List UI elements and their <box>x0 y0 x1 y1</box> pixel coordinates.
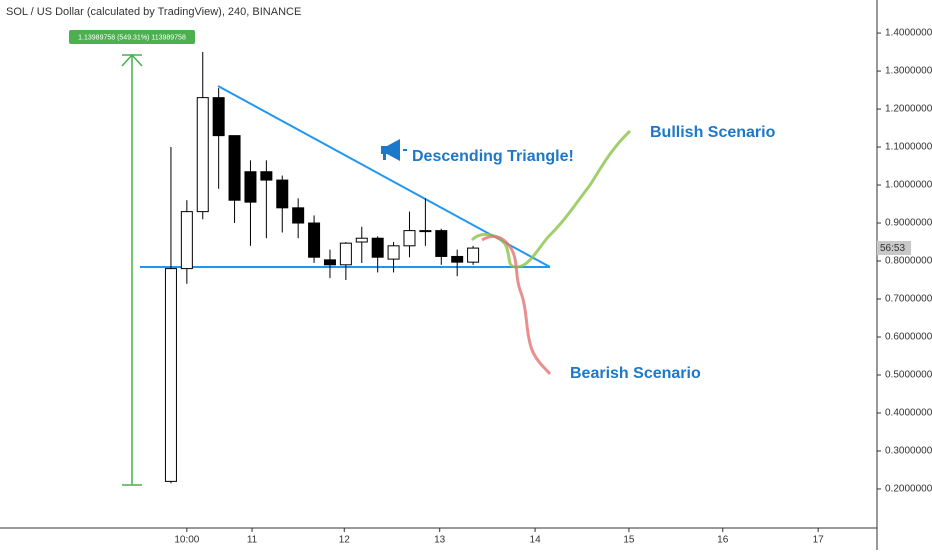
annotation: Descending Triangle! <box>412 148 574 165</box>
candle-body <box>339 242 352 266</box>
measure-tool <box>69 30 195 486</box>
candle-body <box>212 97 225 137</box>
bearish-path <box>481 234 552 375</box>
candle-body <box>371 237 384 258</box>
megaphone-icon <box>381 139 407 161</box>
candle-body <box>467 247 480 263</box>
candle-body <box>355 237 368 243</box>
x-tick-label: 13 <box>434 535 446 546</box>
x-tick-label: 15 <box>623 535 635 546</box>
candle-body <box>228 135 241 201</box>
x-tick-label: 17 <box>813 535 825 546</box>
x-tick-label: 10:00 <box>174 535 199 546</box>
x-tick-label: 12 <box>339 535 351 546</box>
candle-body <box>244 171 257 203</box>
candle-body <box>308 222 321 258</box>
x-tick-label: 11 <box>247 535 258 546</box>
y-tick-label: 1.10000000 <box>885 142 932 153</box>
candle-body <box>419 230 432 233</box>
price-tag-box <box>877 241 911 255</box>
annotation: Bullish Scenario <box>650 124 776 141</box>
bullish-path <box>470 129 632 269</box>
annotation: Bearish Scenario <box>570 365 701 382</box>
candle-body <box>164 268 177 482</box>
candle-body <box>180 211 193 270</box>
candle-body <box>435 230 448 257</box>
measure-label: 1.13989758 (549.31%) 113989758 <box>78 34 186 41</box>
candle-body <box>451 255 464 263</box>
chart-title: SOL / US Dollar (calculated by TradingVi… <box>6 6 301 18</box>
candle-body <box>276 179 289 209</box>
price-tag: 56:53 <box>880 243 905 254</box>
candle-body <box>292 207 305 224</box>
x-tick-label: 14 <box>530 535 542 546</box>
candle-body <box>260 171 273 181</box>
candle-body <box>387 245 400 260</box>
candle-body <box>323 259 336 266</box>
y-tick-label: 1.20000000 <box>885 104 932 115</box>
x-tick-label: 16 <box>717 535 729 546</box>
candle-body <box>403 230 416 247</box>
candle-body <box>196 97 209 213</box>
y-tick-label: 0.20000000 <box>885 484 932 495</box>
